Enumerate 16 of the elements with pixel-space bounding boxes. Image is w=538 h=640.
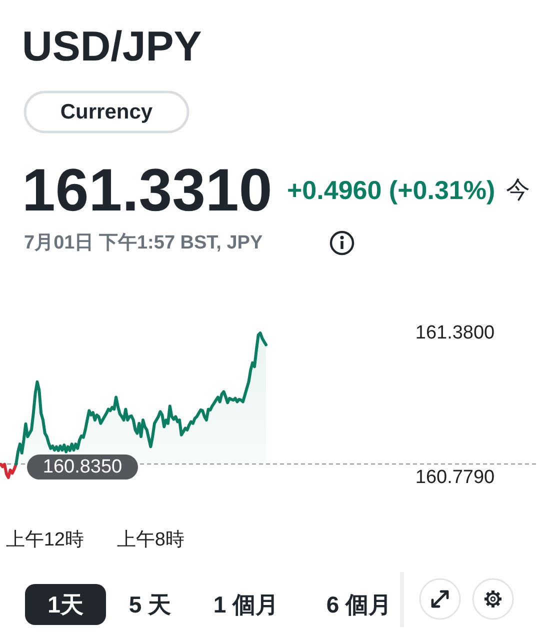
range-label: 5 天 [128,592,172,618]
annotation: 今 [506,176,530,204]
subtitle: 7月01日 下午1:57 BST, JPY [24,232,263,254]
tag-label: Currency [60,100,153,124]
range-label: 1天 [48,592,84,618]
range-label: 1 個月 [213,592,279,618]
annotation: +0.4960 (+0.31%) [287,175,496,205]
y-tick-label: 160.7790 [415,467,495,488]
title: USD/JPY [22,22,202,70]
ref-line-label: 160.8350 [27,454,138,480]
x-tick-label: 上午8時 [116,530,184,550]
ref-line-label: 160.8350 [42,456,122,478]
x-tick-label: 上午12時 [6,530,84,550]
y-tick-label: 161.3800 [415,322,495,344]
annotation: 161.3310 [22,156,272,224]
range-label: 6 個月 [326,592,392,618]
